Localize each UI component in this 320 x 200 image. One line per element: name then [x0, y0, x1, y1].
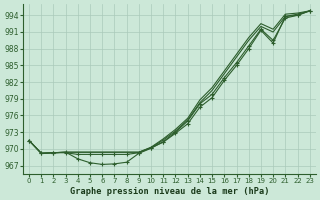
X-axis label: Graphe pression niveau de la mer (hPa): Graphe pression niveau de la mer (hPa) — [70, 187, 269, 196]
